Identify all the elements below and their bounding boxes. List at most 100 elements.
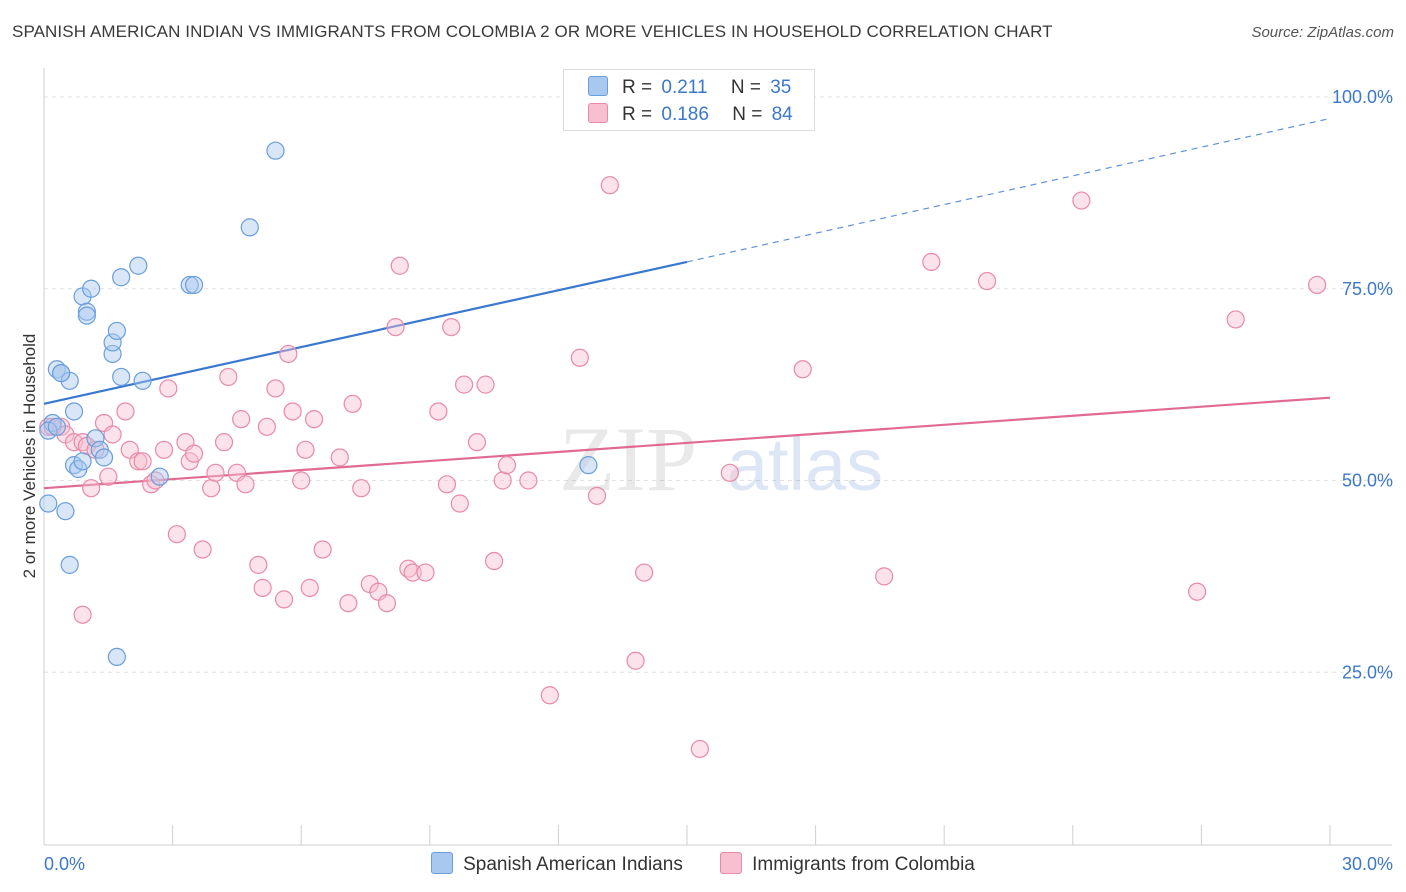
point-immigrants-from-colombia: [184, 444, 204, 463]
n-label: N =: [730, 77, 761, 98]
axes: [43, 68, 1392, 846]
r-label: R =: [622, 104, 653, 125]
y-tick-label: 25.0%: [1342, 662, 1393, 682]
point-immigrants-from-colombia: [249, 555, 268, 574]
point-immigrants-from-colombia: [450, 494, 469, 513]
point-immigrants-from-colombia: [300, 578, 319, 597]
legend-label: Immigrants from Colombia: [752, 854, 975, 875]
point-immigrants-from-colombia: [403, 563, 422, 582]
point-immigrants-from-colombia: [283, 402, 302, 421]
point-immigrants-from-colombia: [635, 563, 654, 582]
y-tick-label: 75.0%: [1342, 279, 1393, 299]
point-spanish-american-indians: [133, 371, 152, 390]
chart-title: SPANISH AMERICAN INDIAN VS IMMIGRANTS FR…: [12, 22, 1053, 41]
legend-swatch-blue: [588, 76, 608, 96]
point-immigrants-from-colombia: [304, 410, 324, 429]
point-immigrants-from-colombia: [343, 394, 362, 413]
point-immigrants-from-colombia: [219, 367, 238, 387]
point-immigrants-from-colombia: [519, 471, 538, 490]
point-immigrants-from-colombia: [493, 471, 512, 490]
point-immigrants-from-colombia: [73, 605, 92, 624]
point-spanish-american-indians: [103, 333, 122, 352]
source-credit: Source: ZipAtlas.com: [1251, 24, 1394, 41]
legend-swatch-pink: [588, 103, 608, 123]
x-tick-label: 30.0%: [1342, 854, 1393, 874]
x-tick-label: 0.0%: [44, 854, 85, 874]
point-immigrants-from-colombia: [133, 452, 152, 471]
legend-item-immigrants-from-colombia: Immigrants from Colombia: [720, 852, 975, 876]
point-immigrants-from-colombia: [236, 475, 255, 494]
point-immigrants-from-colombia: [377, 594, 397, 613]
point-spanish-american-indians: [52, 364, 71, 383]
point-immigrants-from-colombia: [1072, 191, 1091, 210]
legend-swatch-blue: [431, 852, 454, 874]
point-spanish-american-indians: [39, 494, 58, 513]
tick-labels: 25.0% 50.0% 75.0% 100.0% 0.0% 30.0%: [44, 87, 1393, 874]
point-spanish-american-indians: [77, 306, 96, 325]
point-immigrants-from-colombia: [116, 402, 135, 421]
point-immigrants-from-colombia: [570, 348, 589, 367]
point-immigrants-from-colombia: [193, 540, 212, 559]
point-immigrants-from-colombia: [429, 402, 448, 421]
series-legend: Spanish American Indians Immigrants from…: [0, 852, 1406, 876]
point-immigrants-from-colombia: [339, 594, 358, 613]
y-tick-label: 50.0%: [1342, 471, 1393, 491]
point-spanish-american-indians: [180, 275, 199, 295]
point-immigrants-from-colombia: [442, 318, 461, 337]
point-immigrants-from-colombia: [352, 479, 371, 498]
point-immigrants-from-colombia: [253, 578, 272, 597]
legend-label: Spanish American Indians: [463, 854, 683, 875]
n-value: 84: [771, 104, 793, 125]
point-spanish-american-indians: [107, 321, 126, 341]
point-spanish-american-indians: [579, 456, 598, 475]
point-spanish-american-indians: [107, 647, 126, 667]
point-immigrants-from-colombia: [167, 525, 186, 544]
point-immigrants-from-colombia: [454, 375, 474, 394]
point-spanish-american-indians: [112, 367, 131, 387]
r-value: 0.186: [661, 104, 709, 125]
point-immigrants-from-colombia: [103, 425, 122, 444]
point-spanish-american-indians: [266, 141, 285, 160]
point-immigrants-from-colombia: [330, 448, 349, 467]
point-immigrants-from-colombia: [922, 252, 941, 272]
point-immigrants-from-colombia: [875, 567, 894, 586]
point-immigrants-from-colombia: [232, 410, 251, 429]
point-spanish-american-indians: [150, 467, 169, 486]
point-immigrants-from-colombia: [313, 540, 332, 559]
point-immigrants-from-colombia: [129, 452, 148, 471]
point-spanish-american-indians: [82, 279, 101, 298]
point-spanish-american-indians: [112, 268, 131, 287]
point-immigrants-from-colombia: [1226, 310, 1245, 329]
point-immigrants-from-colombia: [386, 318, 405, 337]
point-immigrants-from-colombia: [587, 486, 607, 505]
point-spanish-american-indians: [184, 275, 204, 295]
point-immigrants-from-colombia: [1188, 582, 1207, 601]
point-spanish-american-indians: [129, 256, 148, 275]
point-immigrants-from-colombia: [202, 479, 221, 498]
point-immigrants-from-colombia: [82, 479, 101, 498]
point-immigrants-from-colombia: [437, 475, 457, 494]
legend-item-spanish-american-indians: Spanish American Indians: [431, 852, 683, 876]
grid-lines: [44, 96, 1392, 673]
point-immigrants-from-colombia: [497, 456, 517, 475]
point-spanish-american-indians: [73, 452, 92, 471]
point-immigrants-from-colombia: [977, 271, 997, 291]
point-immigrants-from-colombia: [720, 463, 739, 482]
point-immigrants-from-colombia: [154, 440, 174, 459]
n-value: 35: [770, 77, 792, 98]
trend-line-extension: [686, 117, 1331, 263]
data-points: [39, 141, 1327, 759]
point-immigrants-from-colombia: [266, 379, 285, 398]
point-immigrants-from-colombia: [540, 686, 559, 705]
point-immigrants-from-colombia: [279, 344, 298, 364]
legend-row-immigrants-from-colombia: R = 0.186 N = 84: [588, 103, 793, 125]
point-immigrants-from-colombia: [1308, 275, 1327, 295]
legend-swatch-pink: [720, 852, 743, 874]
y-axis-label: 2 or more Vehicles in Household: [20, 333, 39, 579]
legend-row-spanish-american-indians: R = 0.211 N = 35: [588, 76, 791, 98]
watermark: ZIP atlas: [559, 408, 883, 510]
y-tick-label: 100.0%: [1332, 87, 1393, 107]
point-immigrants-from-colombia: [793, 360, 812, 379]
point-immigrants-from-colombia: [467, 433, 487, 452]
point-immigrants-from-colombia: [390, 256, 409, 275]
